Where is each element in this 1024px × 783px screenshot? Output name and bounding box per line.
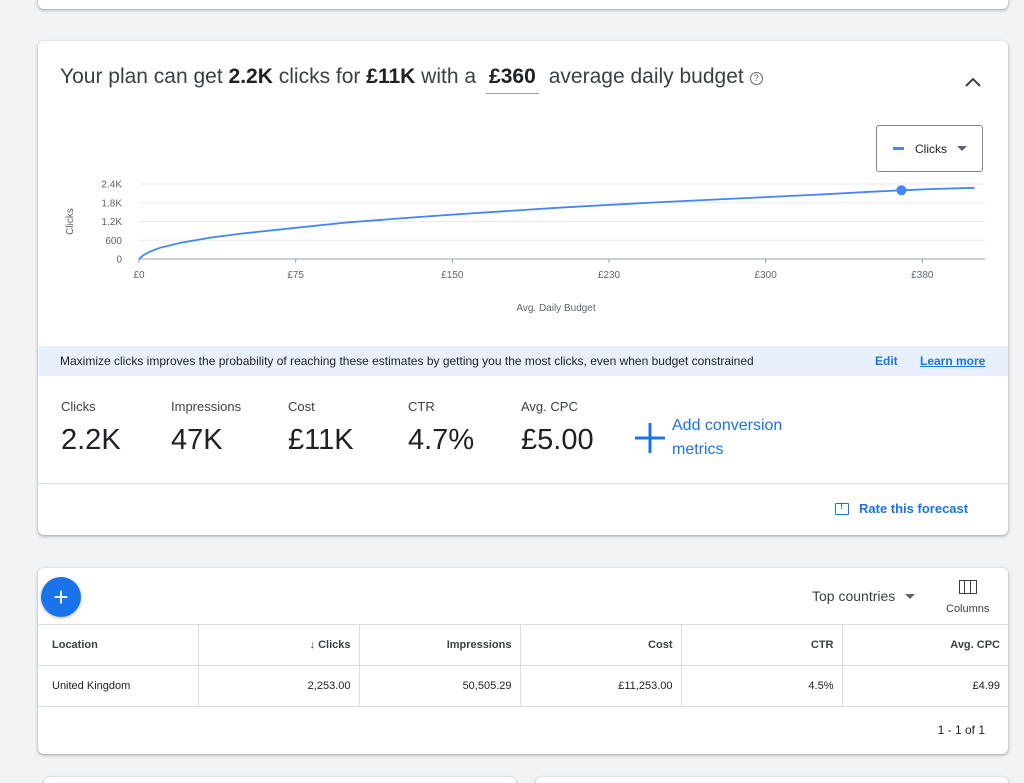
forecast-chart: 0 600 1.2K 1.8K 2.4K £0 £75 £150 £230 £300 £380 Avg… — [65, 180, 985, 314]
previous-card — [38, 0, 1008, 9]
stat-value: 47K — [171, 424, 223, 456]
stat-label: Impressions — [171, 399, 242, 414]
clicks-series-line — [138, 186, 975, 260]
edit-link[interactable]: Edit — [875, 354, 898, 368]
add-conversion-line2: metrics — [672, 441, 724, 458]
plus-icon — [635, 423, 665, 453]
sort-arrow-icon: ↓ — [309, 639, 316, 651]
stat-clicks: Clicks 2.2K — [61, 399, 121, 457]
x-tick-label: £380 — [911, 270, 934, 281]
y-tick-label: 600 — [105, 236, 122, 247]
top-countries-label: Top countries — [812, 588, 896, 604]
stat-value: 4.7% — [408, 424, 475, 456]
y-axis-label: Clicks — [65, 208, 76, 235]
column-header-clicks-label: Clicks — [318, 639, 351, 651]
cell-clicks: 2,253.00 — [197, 665, 360, 707]
y-tick-label: 0 — [116, 255, 122, 266]
stat-impressions: Impressions 47K — [171, 399, 241, 457]
add-conversion-line1: Add conversion — [672, 417, 783, 434]
pagination-label: 1 - 1 of 1 — [937, 723, 985, 737]
next-card-left — [44, 777, 516, 783]
stat-label: CTR — [408, 399, 435, 414]
x-tick-label: £0 — [133, 270, 145, 281]
columns-button[interactable]: Columns — [946, 580, 989, 615]
cell-avg-cpc: £4.99 — [841, 665, 1008, 707]
add-conversion-metrics-button[interactable]: Add conversion metrics — [632, 414, 782, 462]
stat-value: 2.2K — [61, 424, 121, 456]
stat-ctr: CTR 4.7% — [408, 399, 474, 457]
headline-suffix: average daily budget — [548, 65, 744, 88]
cell-impressions: 50,505.29 — [358, 665, 521, 707]
feedback-icon — [835, 501, 849, 515]
locations-table-card: + Top countries Columns Location ↓ Click… — [38, 568, 1008, 754]
forecast-headline: Your plan can get 2.2K clicks for £11K w… — [60, 65, 763, 94]
learn-more-link[interactable]: Learn more — [920, 354, 986, 368]
headline-cost: £11K — [366, 65, 416, 88]
series-swatch — [893, 147, 904, 150]
columns-label: Columns — [946, 603, 990, 615]
column-header-impressions[interactable]: Impressions — [358, 624, 521, 666]
chart-metric-select[interactable]: Clicks — [876, 125, 983, 172]
headline-mid2: with a — [421, 65, 477, 88]
column-header-ctr[interactable]: CTR — [680, 624, 843, 666]
chevron-up-icon[interactable] — [964, 75, 982, 89]
x-tick-label: £230 — [598, 270, 621, 281]
column-header-cost[interactable]: Cost — [519, 624, 682, 666]
y-tick-label: 1.2K — [101, 217, 122, 228]
table-row: United Kingdom 2,253.00 50,505.29 £11,25… — [38, 665, 1008, 707]
caret-down-icon — [957, 146, 967, 151]
stat-cost: Cost £11K — [288, 399, 354, 457]
metric-select-value: Clicks — [915, 141, 947, 156]
add-button[interactable]: + — [41, 577, 81, 617]
columns-icon — [958, 580, 977, 594]
cell-cost: £11,253.00 — [519, 665, 682, 707]
x-tick-label: £150 — [441, 270, 464, 281]
stat-value: £5.00 — [521, 424, 594, 456]
rate-forecast-label: Rate this forecast — [859, 501, 969, 516]
top-countries-dropdown[interactable]: Top countries — [812, 588, 916, 604]
x-tick-label: £300 — [755, 270, 778, 281]
headline-mid1: clicks for — [278, 65, 361, 88]
banner-text: Maximize clicks improves the probability… — [60, 354, 754, 368]
help-icon[interactable]: ? — [749, 72, 763, 85]
daily-budget-input[interactable]: £360 — [486, 65, 539, 94]
headline-clicks: 2.2K — [228, 65, 273, 88]
stat-avg-cpc: Avg. CPC £5.00 — [521, 399, 594, 457]
x-tick-label: £75 — [287, 270, 304, 281]
forecast-card: Your plan can get 2.2K clicks for £11K w… — [38, 41, 1008, 535]
stat-label: Cost — [288, 399, 315, 414]
column-header-avg-cpc[interactable]: Avg. CPC — [841, 624, 1008, 666]
cell-ctr: 4.5% — [680, 665, 843, 707]
locations-table: Location ↓ Clicks Impressions Cost CTR A… — [38, 624, 1008, 707]
column-header-location[interactable]: Location — [38, 624, 199, 666]
y-tick-label: 2.4K — [101, 180, 122, 191]
cell-location: United Kingdom — [38, 665, 199, 707]
y-tick-label: 1.8K — [101, 198, 122, 209]
x-axis-label: Avg. Daily Budget — [516, 303, 596, 314]
next-card-right — [536, 777, 1008, 783]
caret-down-icon — [905, 593, 916, 599]
divider — [38, 483, 1008, 484]
rate-forecast-button[interactable]: Rate this forecast — [835, 501, 968, 516]
stat-label: Clicks — [61, 399, 96, 414]
stat-label: Avg. CPC — [521, 399, 578, 414]
stat-value: £11K — [288, 424, 354, 456]
selected-budget-point — [896, 185, 907, 196]
headline-prefix: Your plan can get — [60, 65, 223, 88]
column-header-clicks[interactable]: ↓ Clicks — [197, 624, 360, 666]
bid-strategy-banner: Maximize clicks improves the probability… — [38, 346, 1008, 376]
table-header-row: Location ↓ Clicks Impressions Cost CTR A… — [38, 624, 1008, 666]
